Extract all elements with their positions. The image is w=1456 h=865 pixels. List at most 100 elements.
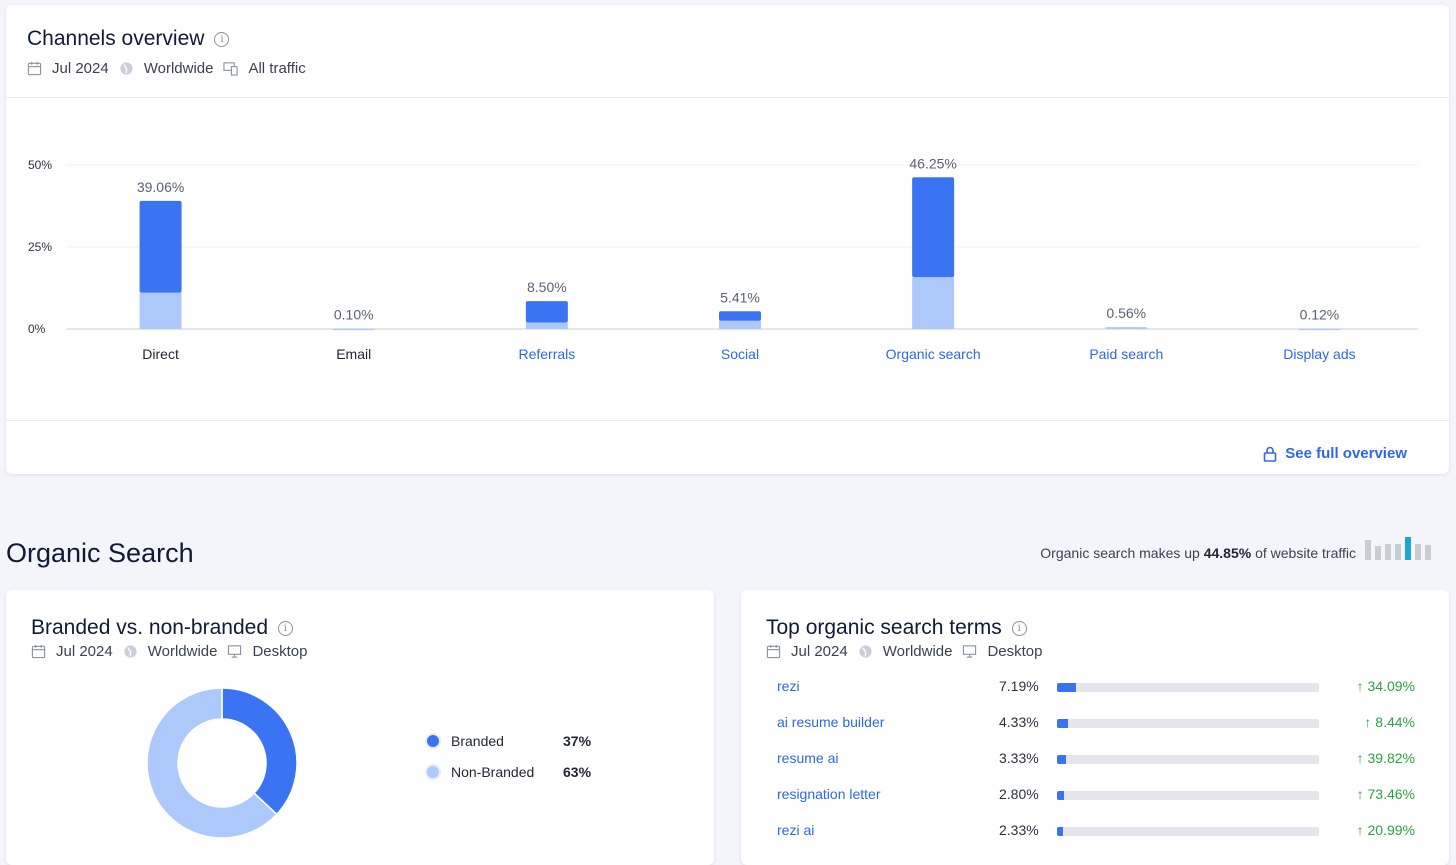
term-change: ↑ 8.44% bbox=[1364, 714, 1415, 730]
bar-segment bbox=[1298, 328, 1341, 331]
bar-segment bbox=[719, 320, 761, 329]
top-terms-title-text: Top organic search terms bbox=[766, 616, 1002, 639]
category-label[interactable]: Social bbox=[721, 346, 759, 362]
calendar-icon bbox=[27, 61, 42, 76]
spark-bar bbox=[1365, 540, 1371, 560]
globe-icon bbox=[120, 62, 133, 75]
bar-value-label: 0.56% bbox=[1106, 305, 1146, 321]
date-label: Jul 2024 bbox=[56, 643, 113, 660]
y-tick-label: 50% bbox=[28, 158, 52, 172]
channels-overview-meta: Jul 2024 Worldwide All traffic bbox=[27, 60, 316, 77]
channels-bar-chart: 50% 25% 0% 39.06% Direct 0.10% Email 8.50% Refer… bbox=[28, 155, 1418, 362]
bar-value-label: 8.50% bbox=[527, 279, 567, 295]
organic-note-value: 44.85% bbox=[1203, 545, 1252, 561]
bar-segment bbox=[525, 322, 568, 329]
term-share-bar bbox=[1057, 755, 1319, 764]
category-label[interactable]: Referrals bbox=[518, 346, 575, 362]
branded-meta: Jul 2024 Worldwide Desktop bbox=[31, 643, 318, 660]
desktop-icon bbox=[228, 645, 242, 658]
term-row: rezi 7.19% ↑ 34.09% bbox=[777, 678, 1417, 698]
term-change: ↑ 73.46% bbox=[1356, 786, 1415, 802]
channels-overview-title: Channels overview i bbox=[27, 27, 230, 51]
term-share: 7.19% bbox=[999, 678, 1039, 694]
region-label: Worldwide bbox=[143, 60, 214, 77]
legend-value: 37% bbox=[563, 733, 592, 749]
term-share-bar bbox=[1057, 827, 1319, 836]
bar-value-label: 46.25% bbox=[909, 155, 956, 171]
term-share-fill bbox=[1057, 791, 1065, 800]
term-share-fill bbox=[1057, 683, 1076, 692]
bar-segment bbox=[525, 301, 568, 323]
globe-icon bbox=[859, 645, 872, 658]
term-row: ai resume builder 4.33% ↑ 8.44% bbox=[777, 714, 1417, 734]
term-share-fill bbox=[1057, 827, 1064, 836]
term-share-bar bbox=[1057, 683, 1319, 692]
term-link[interactable]: ai resume builder bbox=[777, 714, 885, 730]
organic-search-heading: Organic Search bbox=[6, 538, 194, 568]
term-link[interactable]: resignation letter bbox=[777, 786, 881, 802]
bar-value-label: 0.10% bbox=[334, 307, 374, 323]
legend-value: 63% bbox=[563, 764, 592, 780]
donut-slice bbox=[221, 687, 298, 816]
bar-segment bbox=[912, 177, 955, 278]
term-change: ↑ 20.99% bbox=[1356, 822, 1415, 838]
devices-icon bbox=[223, 62, 239, 76]
top-terms-meta: Jul 2024 Worldwide Desktop bbox=[766, 643, 1053, 660]
spark-bar-active bbox=[1405, 537, 1411, 560]
spark-bar bbox=[1415, 544, 1421, 560]
see-full-overview-label: See full overview bbox=[1285, 445, 1407, 462]
bar-value-label: 0.12% bbox=[1300, 307, 1340, 323]
organic-note-prefix: Organic search makes up bbox=[1040, 545, 1200, 561]
info-icon[interactable]: i bbox=[214, 31, 230, 47]
region-label: Worldwide bbox=[147, 643, 218, 660]
category-label: Email bbox=[336, 346, 371, 362]
organic-note-suffix: of website traffic bbox=[1255, 545, 1356, 561]
legend-label: Non-Branded bbox=[451, 764, 535, 780]
spark-bar bbox=[1385, 544, 1391, 560]
bar-segment bbox=[912, 277, 955, 329]
term-share-fill bbox=[1057, 755, 1066, 764]
organic-share-note: Organic search makes up 44.85% of websit… bbox=[1040, 545, 1356, 561]
device-label: Desktop bbox=[987, 643, 1043, 660]
y-tick-label: 0% bbox=[28, 322, 46, 336]
globe-icon bbox=[124, 645, 137, 658]
traffic-label: All traffic bbox=[248, 60, 306, 77]
legend-item-branded: Branded 37% bbox=[427, 733, 627, 749]
term-row: resignation letter 2.80% ↑ 73.46% bbox=[777, 786, 1417, 806]
bar-segment bbox=[139, 200, 182, 293]
bar-segment bbox=[332, 328, 375, 331]
term-share-bar bbox=[1057, 791, 1319, 800]
donut-slice bbox=[146, 687, 278, 839]
term-share-fill bbox=[1057, 719, 1069, 728]
branded-dot bbox=[427, 735, 439, 747]
info-icon[interactable]: i bbox=[1011, 620, 1027, 636]
term-share: 3.33% bbox=[999, 750, 1039, 766]
bar-segment bbox=[1105, 327, 1148, 329]
info-icon[interactable]: i bbox=[278, 620, 293, 636]
footer-divider bbox=[6, 420, 1449, 421]
spark-bar bbox=[1375, 546, 1381, 560]
bar-value-label: 39.06% bbox=[137, 179, 184, 195]
category-label[interactable]: Organic search bbox=[886, 346, 981, 362]
channels-overview-card: Channels overview i Jul 2024 Worldwide A… bbox=[6, 5, 1449, 474]
term-row: rezi ai 2.33% ↑ 20.99% bbox=[777, 822, 1417, 842]
term-row: resume ai 3.33% ↑ 39.82% bbox=[777, 750, 1417, 770]
term-link[interactable]: rezi ai bbox=[777, 822, 815, 838]
branded-donut-chart bbox=[146, 687, 298, 839]
category-label[interactable]: Display ads bbox=[1283, 346, 1355, 362]
category-label[interactable]: Paid search bbox=[1089, 346, 1163, 362]
calendar-icon bbox=[31, 644, 46, 659]
term-share-bar bbox=[1057, 719, 1319, 728]
calendar-icon bbox=[766, 644, 781, 659]
region-label: Worldwide bbox=[882, 643, 953, 660]
term-link[interactable]: rezi bbox=[777, 678, 800, 694]
category-label: Direct bbox=[142, 346, 179, 362]
term-link[interactable]: resume ai bbox=[777, 750, 839, 766]
non-branded-dot bbox=[427, 766, 439, 778]
term-change: ↑ 34.09% bbox=[1356, 678, 1415, 694]
term-change: ↑ 39.82% bbox=[1356, 750, 1415, 766]
desktop-icon bbox=[963, 645, 977, 658]
device-label: Desktop bbox=[252, 643, 308, 660]
bar-segment bbox=[719, 311, 761, 321]
see-full-overview-link[interactable]: See full overview bbox=[1263, 445, 1407, 462]
